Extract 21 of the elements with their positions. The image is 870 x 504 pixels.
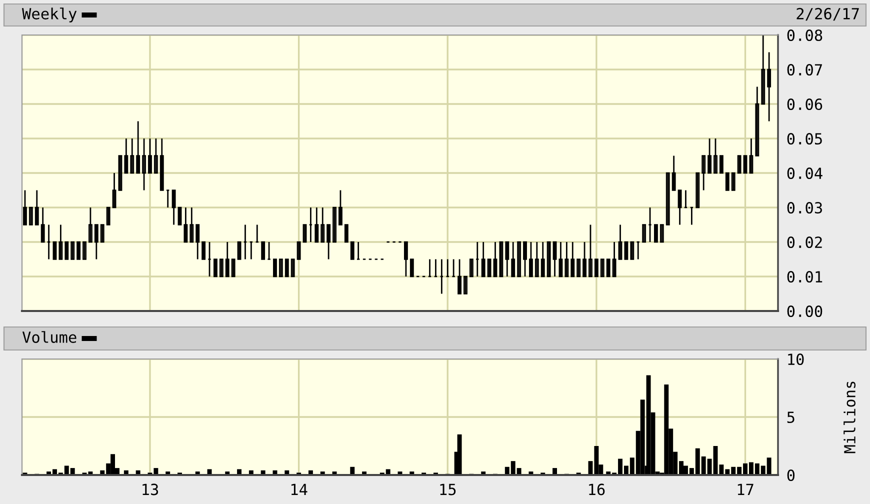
- y-tick-label: 0.01: [787, 271, 822, 283]
- x-tick-label: 17: [738, 484, 754, 496]
- y-tick-label: 10: [788, 354, 804, 366]
- y-tick-label: 0: [787, 470, 795, 482]
- x-tick-label: 16: [589, 484, 605, 496]
- y-tick-label: 0.08: [787, 30, 822, 42]
- y-tick-label: 0.02: [787, 236, 822, 248]
- y-tick-label: 0.07: [787, 64, 822, 76]
- y-axis-title: Millions: [844, 382, 856, 454]
- x-tick-label: 15: [440, 484, 456, 496]
- text: 2/26/17: [796, 8, 859, 21]
- y-tick-label: 0.03: [787, 202, 822, 214]
- y-tick-label: 0.00: [787, 306, 822, 318]
- x-tick-label: 14: [291, 484, 308, 496]
- chart-title: Weekly: [22, 8, 77, 22]
- chart-title: Volume: [22, 331, 76, 343]
- y-tick-label: 0.06: [787, 98, 822, 110]
- y-tick-label: 0.05: [787, 133, 822, 145]
- y-tick-label: 0.04: [787, 168, 822, 180]
- x-tick-label: 13: [142, 484, 158, 496]
- y-tick-label: 5: [787, 412, 794, 424]
